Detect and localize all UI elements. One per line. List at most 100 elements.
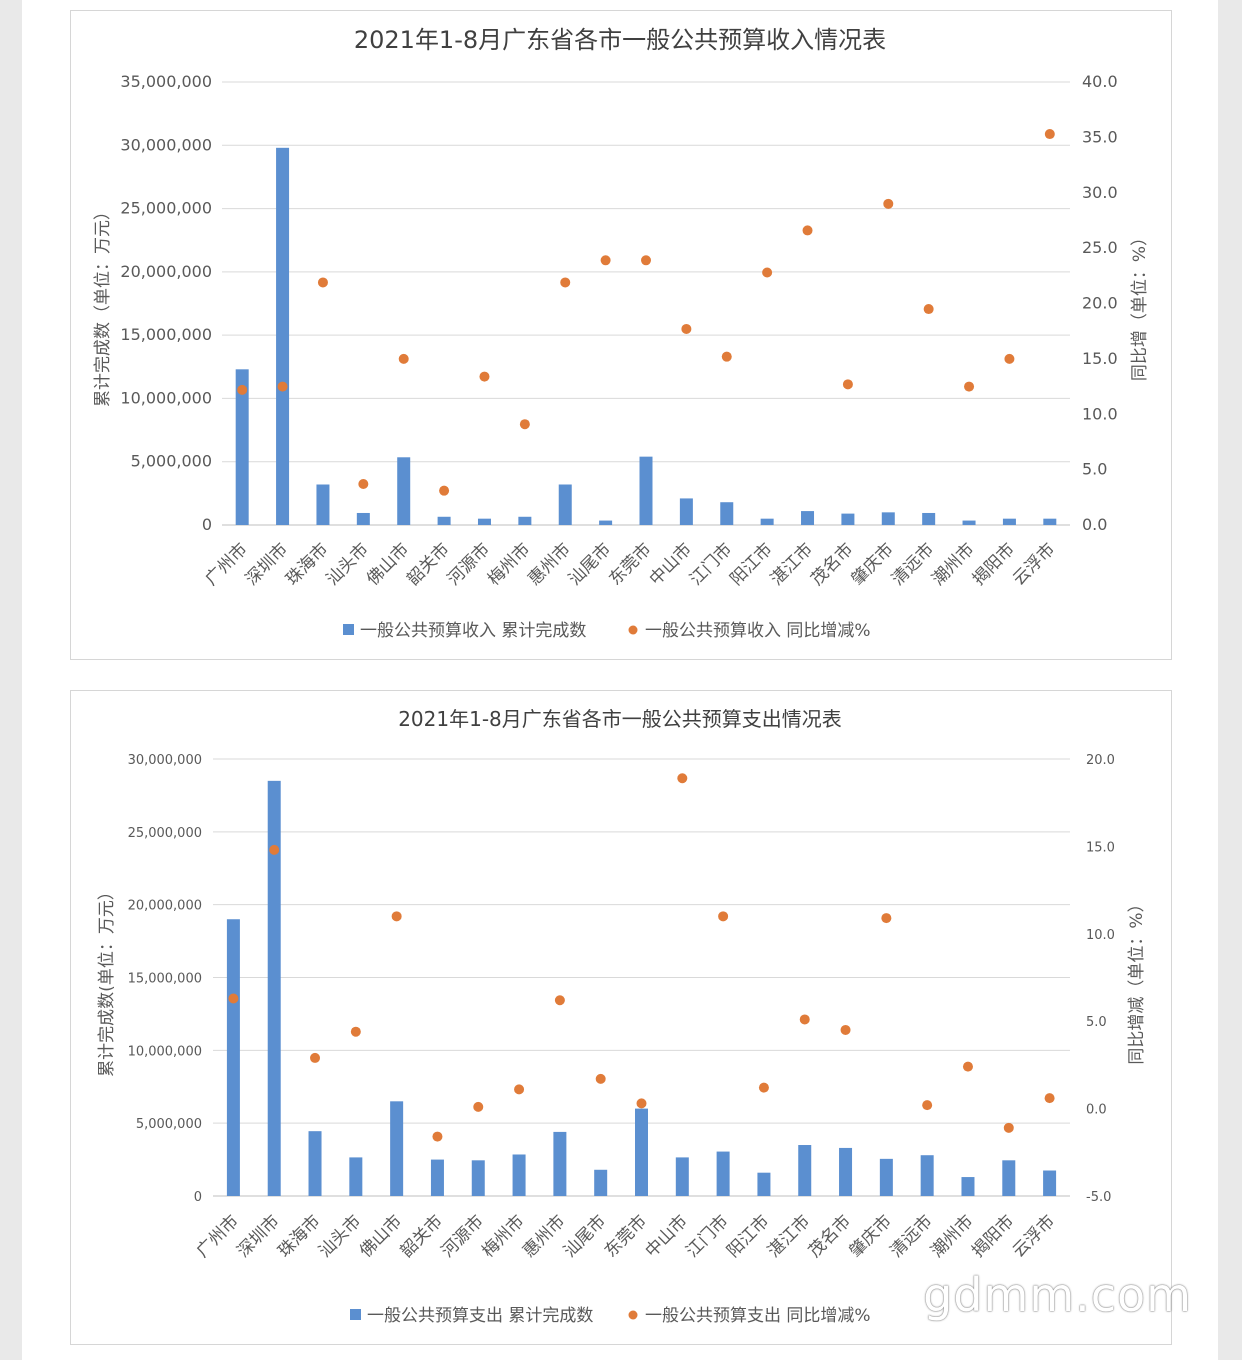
chart-1-category-labels: 广州市深圳市珠海市汕头市佛山市韶关市河源市梅州市惠州市汕尾市东莞市中山市江门市阳… <box>202 539 1060 589</box>
y2-tick-label: 5.0 <box>1086 1015 1107 1030</box>
point <box>922 1100 933 1111</box>
category-label: 河源市 <box>444 539 494 589</box>
point <box>228 993 239 1004</box>
point <box>718 911 729 922</box>
category-label: 揭阳市 <box>968 1211 1018 1261</box>
bar <box>1043 518 1057 525</box>
bar <box>757 1172 771 1196</box>
bar <box>639 456 653 525</box>
bar <box>308 1131 322 1196</box>
category-label: 汕尾市 <box>565 539 615 589</box>
chart-1-legend: 一般公共预算收入 累计完成数 一般公共预算收入 同比增减% <box>343 621 871 641</box>
bar <box>798 1145 812 1196</box>
category-label: 梅州市 <box>478 1211 528 1261</box>
bar <box>881 512 895 525</box>
y2-tick-label: -5.0 <box>1086 1190 1111 1205</box>
chart-1-y2-axis-label: 同比增（单位：%） <box>1130 229 1150 381</box>
point <box>964 381 975 392</box>
point <box>721 351 732 362</box>
bar <box>720 502 734 525</box>
y2-tick-label: 20.0 <box>1086 753 1115 768</box>
watermark: gdmm.com <box>923 1268 1192 1322</box>
point <box>514 1084 525 1095</box>
category-label: 茂名市 <box>805 1211 855 1261</box>
bar <box>316 484 330 525</box>
chart-2-title: 2021年1-8月广东省各市一般公共预算支出情况表 <box>398 707 842 731</box>
chart-1-y-ticks: 35,000,000 30,000,000 25,000,000 20,000,000… <box>120 72 212 534</box>
category-label: 东莞市 <box>601 1211 651 1261</box>
point <box>1044 1093 1055 1104</box>
bar <box>599 520 613 525</box>
y2-tick-label: 0.0 <box>1082 515 1107 534</box>
legend-dot-swatch <box>628 625 638 635</box>
category-label: 广州市 <box>193 1211 243 1261</box>
bar <box>397 457 411 525</box>
category-label: 湛江市 <box>764 1211 814 1261</box>
category-label: 潮州市 <box>928 539 978 589</box>
legend-bar-label: 一般公共预算支出 累计完成数 <box>367 1306 593 1326</box>
point <box>519 419 530 430</box>
category-label: 肇庆市 <box>848 539 898 589</box>
chart-1-points <box>237 129 1055 496</box>
y2-tick-label: 25.0 <box>1082 238 1118 257</box>
category-label: 汕头市 <box>315 1211 365 1261</box>
legend-bar-label: 一般公共预算收入 累计完成数 <box>360 621 586 641</box>
point <box>641 255 651 266</box>
y-tick-label: 30,000,000 <box>120 135 212 154</box>
category-label: 珠海市 <box>282 539 332 589</box>
chart-2-y2-axis-label: 同比增减（单位：%） <box>1127 895 1147 1064</box>
category-label: 佛山市 <box>356 1211 406 1261</box>
point <box>842 379 853 390</box>
bar <box>553 1131 567 1196</box>
category-label: 湛江市 <box>767 539 817 589</box>
bar <box>879 1158 893 1196</box>
point <box>350 1026 361 1037</box>
chart-2-bars <box>226 780 1057 1196</box>
point <box>317 277 328 288</box>
y2-tick-label: 0.0 <box>1086 1103 1107 1118</box>
point <box>1004 353 1015 364</box>
point <box>636 1098 647 1109</box>
bar <box>276 147 290 525</box>
chart-2-y-axis-label: 累计完成数(单位：万元） <box>97 883 117 1077</box>
bar <box>356 512 370 525</box>
bar <box>1002 1160 1016 1196</box>
chart-2-category-labels: 广州市深圳市珠海市汕头市佛山市韶关市河源市梅州市惠州市汕尾市东莞市中山市江门市阳… <box>193 1211 1059 1261</box>
point <box>358 479 369 490</box>
category-label: 中山市 <box>642 1211 692 1261</box>
point <box>799 1014 810 1025</box>
y-tick-label: 35,000,000 <box>120 72 212 91</box>
category-label: 云浮市 <box>1009 1211 1059 1261</box>
point <box>560 277 571 288</box>
point <box>398 353 409 364</box>
bar <box>594 1169 608 1196</box>
point <box>758 1082 769 1093</box>
bar <box>679 498 693 525</box>
category-label: 阳江市 <box>723 1211 773 1261</box>
category-label: 潮州市 <box>927 1211 977 1261</box>
bar <box>841 513 855 525</box>
bar <box>390 1101 404 1196</box>
category-label: 惠州市 <box>525 539 575 589</box>
category-label: 清远市 <box>888 539 938 589</box>
category-label: 惠州市 <box>519 1211 569 1261</box>
y-tick-label: 20,000,000 <box>120 262 212 281</box>
point <box>600 255 611 266</box>
y-tick-label: 5,000,000 <box>136 1117 202 1132</box>
y-tick-label: 30,000,000 <box>128 753 202 768</box>
y-tick-label: 15,000,000 <box>120 325 212 344</box>
y-tick-label: 0 <box>194 1190 202 1205</box>
point <box>840 1024 851 1035</box>
category-label: 揭阳市 <box>969 539 1019 589</box>
category-label: 深圳市 <box>234 1211 284 1261</box>
point <box>310 1052 321 1063</box>
chart-1-y2-ticks: 40.0 35.0 30.0 25.0 20.0 15.0 10.0 5.0 0.0 <box>1082 72 1118 534</box>
y-tick-label: 10,000,000 <box>128 1044 202 1059</box>
point <box>923 304 934 315</box>
bar <box>512 1154 526 1196</box>
y2-tick-label: 10.0 <box>1086 928 1115 943</box>
point <box>554 995 565 1006</box>
point <box>391 911 402 922</box>
legend-dot-label: 一般公共预算收入 同比增减% <box>645 621 871 641</box>
